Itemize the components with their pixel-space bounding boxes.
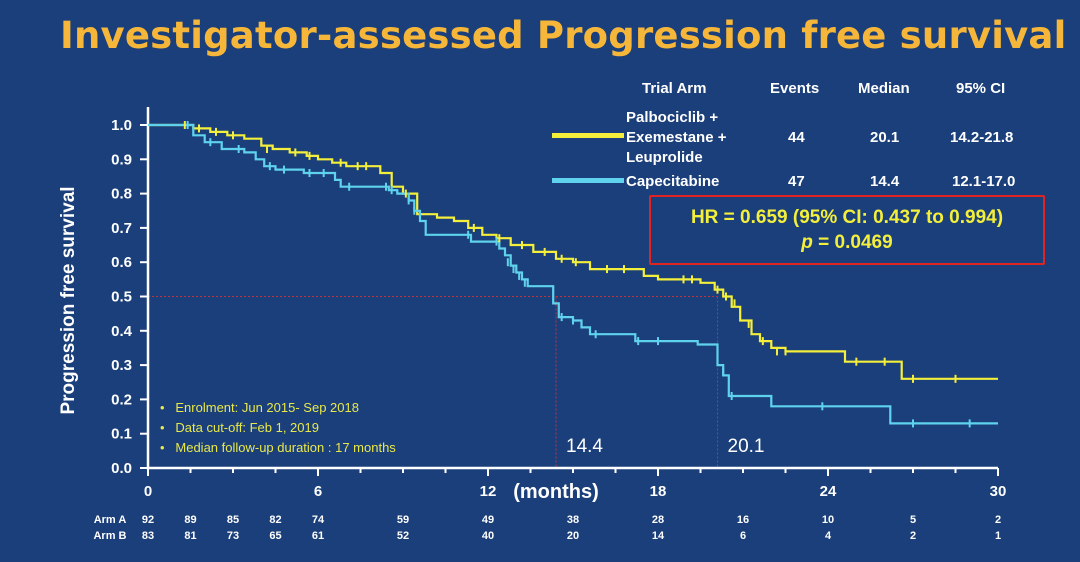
slide-title: Investigator-assessed Progression free s… — [60, 14, 1067, 57]
series-line-arm-a — [148, 123, 998, 380]
legend-arm-a-median: 20.1 — [870, 129, 900, 146]
at-risk-arm-b-value: 20 — [567, 530, 579, 542]
at-risk-arm-b-value: 81 — [184, 530, 196, 542]
legend-arm-a-ci: 14.2-21.8 — [950, 129, 1014, 146]
y-tick-label: 0.6 — [111, 254, 132, 271]
legend-header-events: Events — [770, 80, 820, 97]
axes — [140, 107, 999, 476]
at-risk-arm-b-value: 65 — [269, 530, 281, 542]
at-risk-arm-b-value: 73 — [227, 530, 239, 542]
at-risk-arm-b-value: 14 — [652, 530, 665, 542]
at-risk-arm-a-value: 74 — [312, 514, 325, 526]
x-axis-label: (months) — [513, 481, 599, 503]
y-tick-label: 0.1 — [111, 426, 132, 443]
x-tick-label: 0 — [144, 483, 152, 500]
y-tick-label: 0.0 — [111, 460, 132, 477]
median-label: 14.4 — [566, 436, 603, 457]
x-tick-label: 6 — [314, 483, 322, 500]
at-risk-arm-a-value: 10 — [822, 514, 834, 526]
hazard-ratio-box: HR = 0.659 (95% CI: 0.437 to 0.994) p = … — [649, 195, 1045, 265]
at-risk-arm-b-value: 83 — [142, 530, 154, 542]
at-risk-arm-a-value: 92 — [142, 514, 154, 526]
y-tick-label: 0.7 — [111, 220, 132, 237]
y-tick-label: 0.4 — [111, 323, 133, 340]
axis-labels: 14.4 20.1 0.0 0.1 0.2 0.3 0.4 0.5 0.6 0.7 0.8 0.9 1.… — [58, 117, 1006, 503]
p-value: = 0.0469 — [812, 232, 893, 253]
legend-swatch-arm-a — [552, 133, 624, 138]
legend-arm-a-line2: Exemestane + — [626, 129, 727, 146]
at-risk-arm-b-value: 1 — [995, 530, 1001, 542]
x-tick-label: 18 — [650, 483, 667, 500]
at-risk-arm-a-value: 49 — [482, 514, 494, 526]
at-risk-arm-a-value: 28 — [652, 514, 664, 526]
study-notes: • Enrolment: Jun 2015- Sep 2018 • Data c… — [160, 398, 396, 458]
y-tick-label: 0.3 — [111, 357, 132, 374]
note-item: • Enrolment: Jun 2015- Sep 2018 — [160, 400, 359, 415]
series-line-arm-b — [148, 123, 998, 425]
at-risk-arm-a-label: Arm A — [94, 514, 127, 526]
note-enrolment: Enrolment: Jun 2015- Sep 2018 — [175, 400, 359, 415]
reference-lines — [148, 296, 718, 468]
legend-arm-a-line3: Leuprolide — [626, 149, 703, 166]
y-tick-label: 0.5 — [111, 289, 132, 306]
at-risk-arm-a-value: 16 — [737, 514, 749, 526]
x-tick-label: 24 — [820, 483, 837, 500]
median-label: 20.1 — [728, 436, 765, 457]
legend-header-median: Median — [858, 80, 910, 97]
note-data-cutoff: Data cut-off: Feb 1, 2019 — [175, 420, 319, 435]
at-risk-arm-a-value: 38 — [567, 514, 579, 526]
legend-arm-b-events: 47 — [788, 173, 805, 190]
at-risk-arm-b-value: 40 — [482, 530, 494, 542]
legend-header-ci: 95% CI — [956, 80, 1006, 97]
at-risk-arm-a-value: 2 — [995, 514, 1001, 526]
note-follow-up: Median follow-up duration : 17 months — [175, 440, 396, 455]
at-risk-arm-b-value: 4 — [825, 530, 832, 542]
p-label: p — [801, 232, 813, 253]
x-tick-label: 12 — [480, 483, 497, 500]
y-tick-label: 1.0 — [111, 117, 132, 134]
at-risk-arm-a-value: 85 — [227, 514, 239, 526]
at-risk-arm-b-value: 2 — [910, 530, 916, 542]
note-item: • Data cut-off: Feb 1, 2019 — [160, 420, 319, 435]
y-tick-label: 0.8 — [111, 186, 132, 203]
hazard-ratio-text: HR = 0.659 (95% CI: 0.437 to 0.994) — [690, 207, 1004, 228]
at-risk-arm-b-label: Arm B — [93, 530, 126, 542]
at-risk-arm-a-value: 59 — [397, 514, 409, 526]
y-axis-label: Progression free survival — [58, 186, 79, 414]
y-tick-label: 0.9 — [111, 151, 132, 168]
at-risk-arm-b-value: 61 — [312, 530, 324, 542]
note-item: • Median follow-up duration : 17 months — [160, 440, 396, 455]
legend-arm-b-label: Capecitabine — [626, 173, 720, 190]
at-risk-arm-a-value: 89 — [184, 514, 196, 526]
legend-swatch-arm-b — [552, 178, 624, 183]
legend-header-arm: Trial Arm — [642, 80, 707, 97]
at-risk-arm-b-value: 52 — [397, 530, 409, 542]
legend-arm-a-events: 44 — [788, 129, 805, 146]
at-risk-arm-a-value: 82 — [269, 514, 281, 526]
legend-arm-b-ci: 12.1-17.0 — [952, 173, 1016, 190]
survival-curves — [148, 123, 998, 425]
legend-arm-a-label: Palbociclib + Exemestane + Leuprolide — [626, 108, 726, 168]
at-risk-arm-b-value: 6 — [740, 530, 746, 542]
at-risk-arm-a-value: 5 — [910, 514, 916, 526]
y-tick-label: 0.2 — [111, 391, 132, 408]
legend-arm-a-line1: Palbociclib + — [626, 109, 719, 126]
legend-arm-b-median: 14.4 — [870, 173, 900, 190]
x-tick-label: 30 — [990, 483, 1007, 500]
censor-marks — [183, 121, 971, 428]
p-value-text: p = 0.0469 — [651, 230, 1043, 255]
